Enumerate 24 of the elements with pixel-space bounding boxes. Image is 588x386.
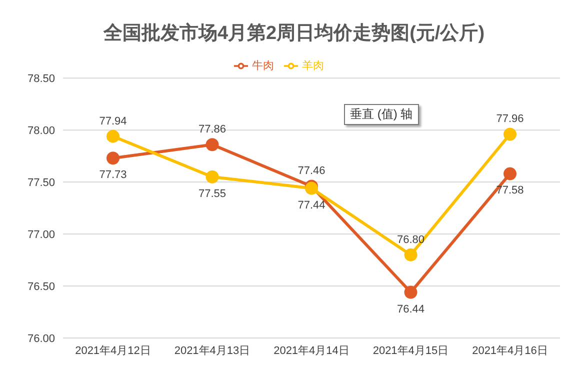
data-label: 77.44 — [298, 199, 326, 212]
annotation: 垂直 (值) 轴 — [344, 104, 419, 125]
x-tick-label: 2021年4月13日 — [174, 344, 250, 357]
x-tick-label: 2021年4月14日 — [274, 344, 350, 357]
data-label: 77.55 — [198, 188, 226, 200]
x-tick-label: 2021年4月15日 — [372, 344, 449, 357]
chart-title: 全国批发市场4月第2周日均价走势图(元/公斤) — [102, 22, 486, 46]
legend-label: 牛肉 — [252, 60, 274, 72]
y-tick-label: 76.50 — [27, 280, 55, 293]
y-tick-label: 78.00 — [27, 124, 55, 137]
x-tick-label: 2021年4月12日 — [75, 344, 151, 357]
y-tick-label: 77.00 — [27, 228, 55, 241]
x-tick-label: 2021年4月16日 — [472, 344, 548, 357]
data-label: 77.58 — [496, 184, 524, 197]
data-label: 77.94 — [99, 115, 127, 128]
y-tick-label: 76.00 — [27, 332, 55, 345]
data-label: 77.96 — [496, 113, 524, 126]
data-label: 76.44 — [396, 303, 425, 316]
y-tick-label: 77.50 — [27, 176, 55, 189]
data-label: 77.46 — [298, 165, 326, 178]
legend-label: 羊肉 — [302, 60, 324, 72]
data-label: 77.86 — [198, 124, 226, 136]
y-tick-label: 78.50 — [27, 73, 55, 85]
data-label: 77.73 — [99, 169, 127, 182]
